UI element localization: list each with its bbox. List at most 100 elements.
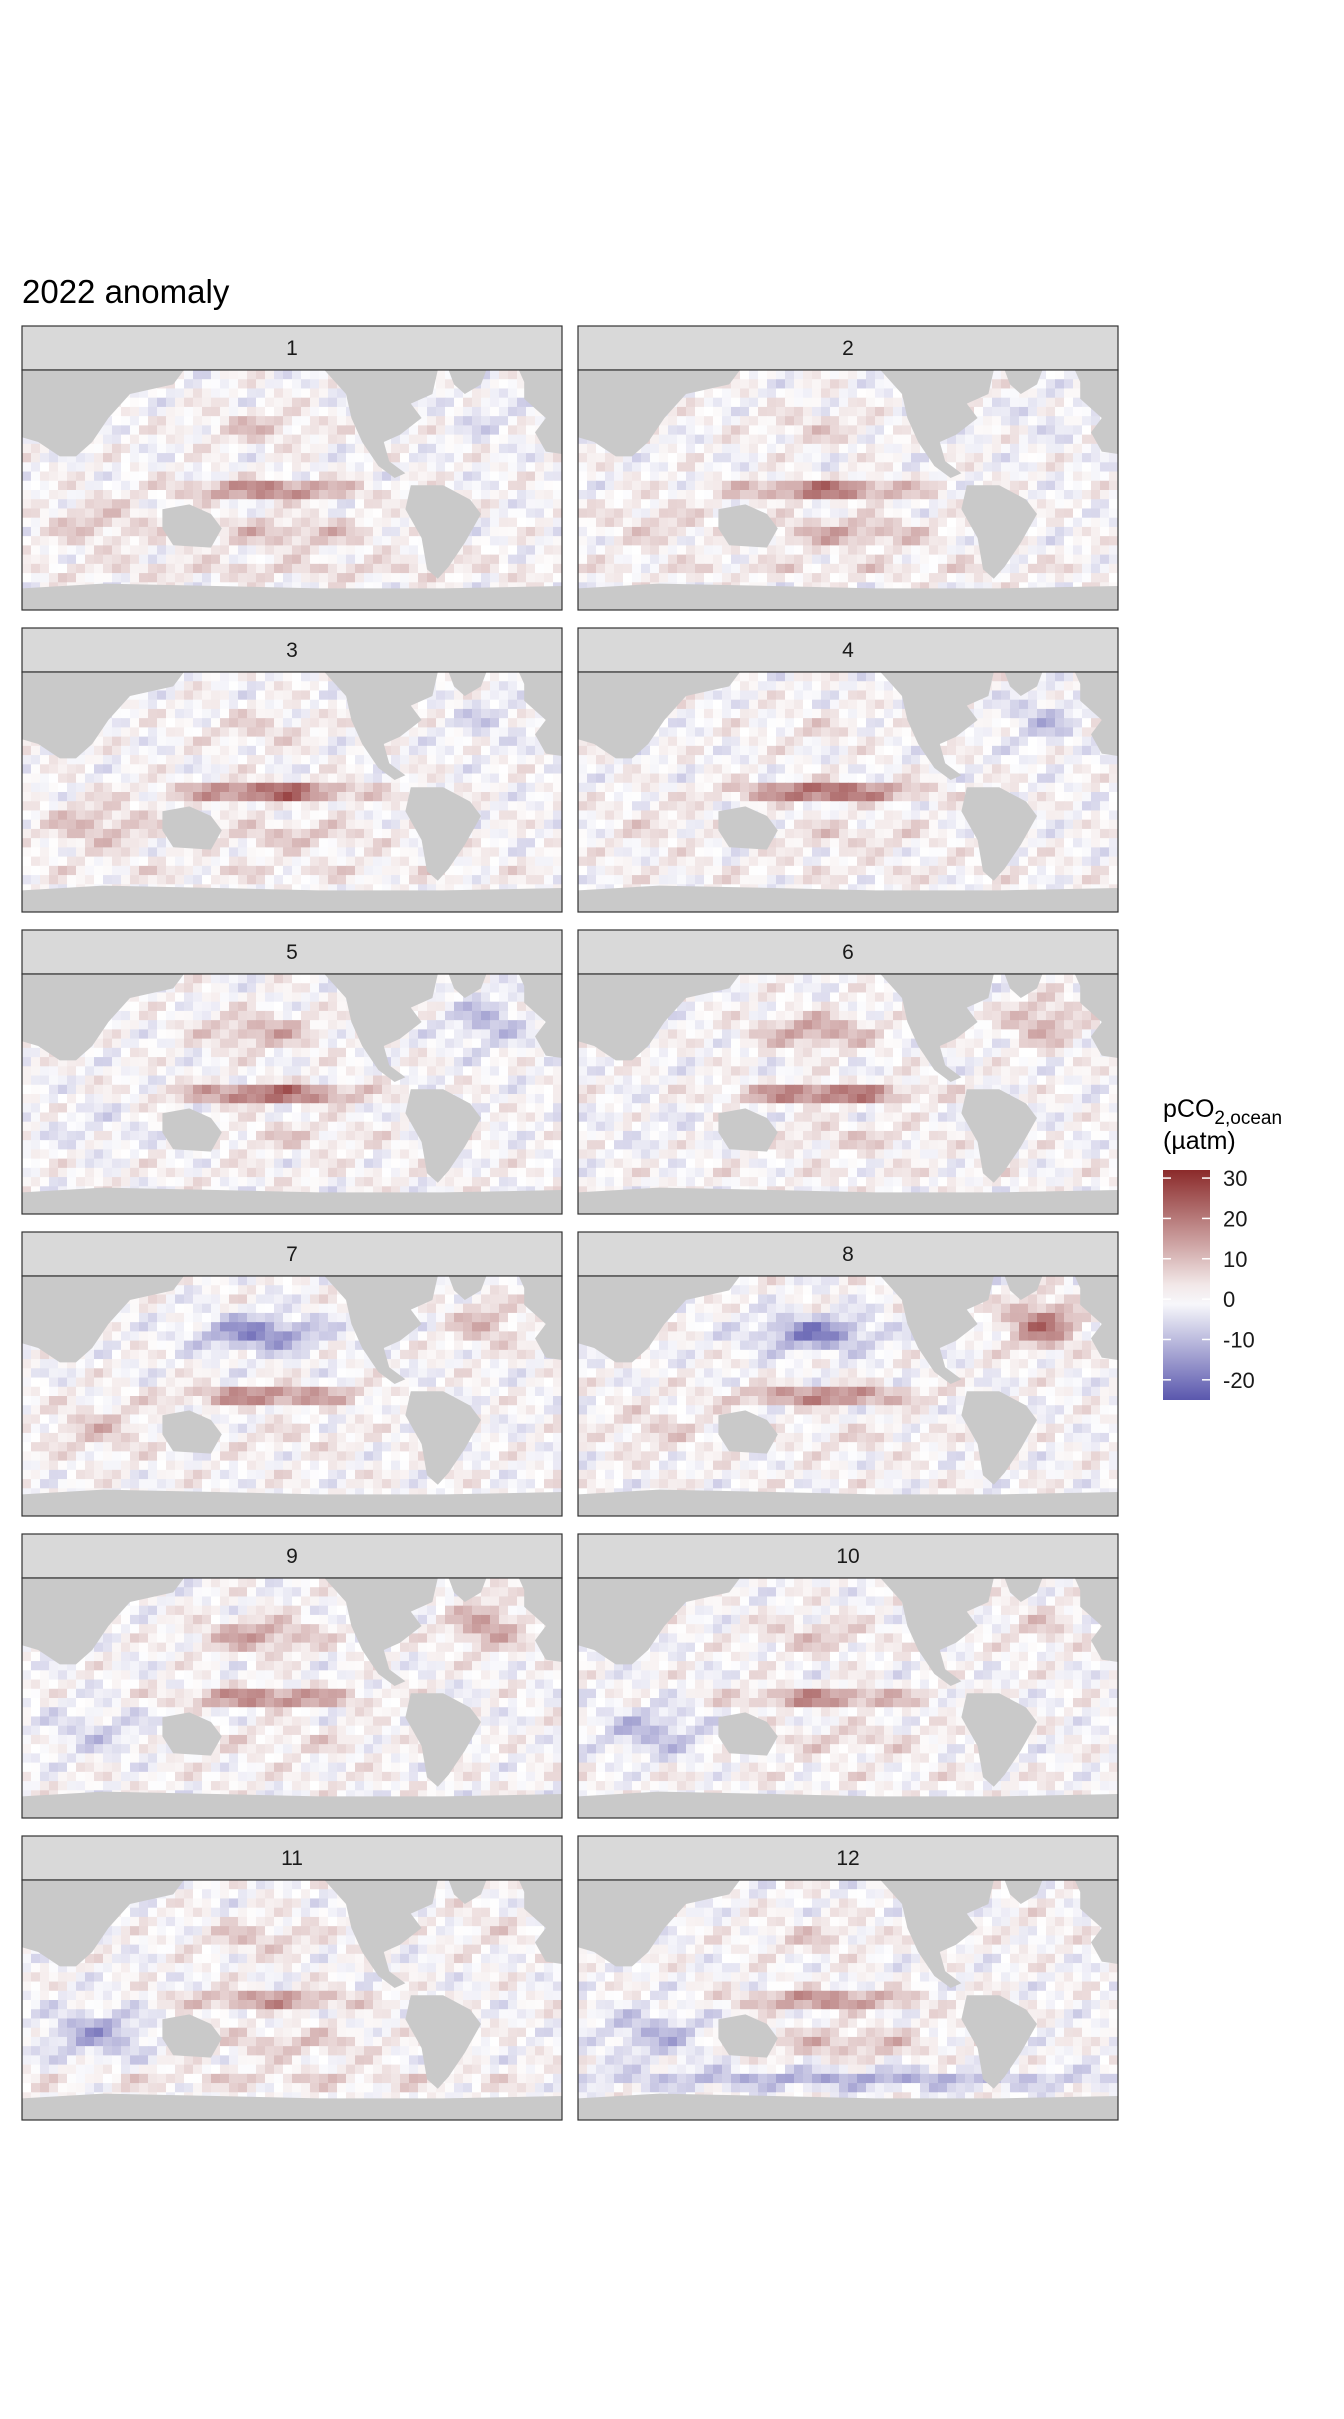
anomaly-cell [866, 499, 876, 510]
anomaly-cell [1082, 490, 1092, 500]
anomaly-cell [983, 397, 993, 408]
anomaly-cell [1100, 490, 1110, 500]
anomaly-cell [472, 773, 482, 784]
anomaly-cell [803, 554, 813, 565]
anomaly-cell [58, 499, 68, 510]
anomaly-cell [830, 388, 840, 399]
anomaly-cell [848, 406, 858, 417]
anomaly-cell [184, 875, 194, 885]
anomaly-cell [553, 453, 562, 463]
anomaly-cell [526, 471, 536, 482]
anomaly-cell [490, 499, 500, 510]
anomaly-cell [695, 499, 705, 510]
anomaly-cell [812, 736, 822, 747]
anomaly-cell [713, 727, 723, 738]
anomaly-map [578, 370, 1118, 610]
anomaly-cell [821, 690, 831, 701]
anomaly-cell [1073, 727, 1083, 738]
anomaly-cell [292, 856, 302, 867]
anomaly-cell [148, 443, 158, 454]
anomaly-cell [713, 573, 723, 583]
anomaly-cell [695, 443, 705, 454]
anomaly-cell [490, 884, 500, 895]
anomaly-cell [283, 434, 293, 445]
anomaly-cell [472, 563, 482, 574]
anomaly-cell [427, 875, 437, 885]
anomaly-cell [1001, 699, 1011, 710]
anomaly-cell [58, 526, 68, 537]
anomaly-cell [499, 792, 509, 802]
anomaly-cell [884, 745, 894, 756]
anomaly-cell [67, 453, 77, 463]
anomaly-cell [668, 508, 678, 519]
anomaly-cell [346, 434, 356, 445]
anomaly-cell [481, 379, 491, 390]
anomaly-cell [157, 838, 167, 848]
anomaly-cell [265, 406, 275, 417]
anomaly-cell [121, 865, 131, 876]
anomaly-cell [211, 764, 221, 775]
anomaly-cell [121, 727, 131, 738]
anomaly-cell [722, 545, 732, 556]
anomaly-cell [463, 690, 473, 701]
anomaly-cell [785, 471, 795, 482]
anomaly-cell [328, 801, 338, 812]
anomaly-cell [175, 856, 185, 867]
anomaly-cell [992, 736, 1002, 747]
anomaly-cell [130, 490, 140, 500]
anomaly-cell [578, 582, 588, 593]
anomaly-cell [668, 573, 678, 583]
anomaly-cell [614, 517, 624, 528]
anomaly-cell [526, 801, 536, 812]
anomaly-cell [265, 745, 275, 756]
anomaly-cell [76, 554, 86, 565]
anomaly-cell [409, 536, 419, 546]
anomaly-cell [596, 508, 606, 519]
anomaly-cell [193, 563, 203, 574]
anomaly-cell [211, 480, 221, 491]
anomaly-cell [193, 573, 203, 583]
anomaly-cell [1055, 690, 1065, 701]
anomaly-cell [1046, 699, 1056, 710]
anomaly-cell [544, 773, 554, 784]
anomaly-cell [526, 810, 536, 821]
anomaly-cell [821, 416, 831, 426]
anomaly-cell [40, 573, 50, 583]
anomaly-cell [85, 782, 95, 793]
anomaly-cell [76, 480, 86, 491]
anomaly-cell [67, 526, 77, 537]
anomaly-cell [830, 672, 840, 682]
anomaly-cell [427, 718, 437, 728]
anomaly-cell [274, 545, 284, 556]
anomaly-cell [418, 727, 428, 738]
anomaly-cell [436, 434, 446, 445]
anomaly-cell [22, 536, 32, 546]
anomaly-cell [274, 471, 284, 482]
anomaly-cell [166, 801, 176, 812]
anomaly-cell [256, 490, 266, 500]
anomaly-cell [490, 875, 500, 885]
anomaly-cell [85, 801, 95, 812]
anomaly-cell [247, 828, 257, 839]
anomaly-cell [130, 406, 140, 417]
anomaly-cell [148, 727, 158, 738]
anomaly-cell [1046, 453, 1056, 463]
anomaly-cell [373, 782, 383, 793]
anomaly-cell [229, 406, 239, 417]
anomaly-cell [731, 573, 741, 583]
anomaly-cell [544, 536, 554, 546]
anomaly-cell [499, 453, 509, 463]
anomaly-cell [463, 397, 473, 408]
anomaly-cell [686, 755, 696, 765]
anomaly-cell [553, 856, 562, 867]
anomaly-cell [265, 884, 275, 895]
anomaly-cell [839, 490, 849, 500]
anomaly-cell [364, 453, 374, 463]
anomaly-cell [346, 727, 356, 738]
anomaly-cell [596, 490, 606, 500]
anomaly-cell [364, 563, 374, 574]
anomaly-cell [1001, 745, 1011, 756]
anomaly-cell [632, 517, 642, 528]
anomaly-cell [238, 736, 248, 747]
anomaly-cell [695, 453, 705, 463]
